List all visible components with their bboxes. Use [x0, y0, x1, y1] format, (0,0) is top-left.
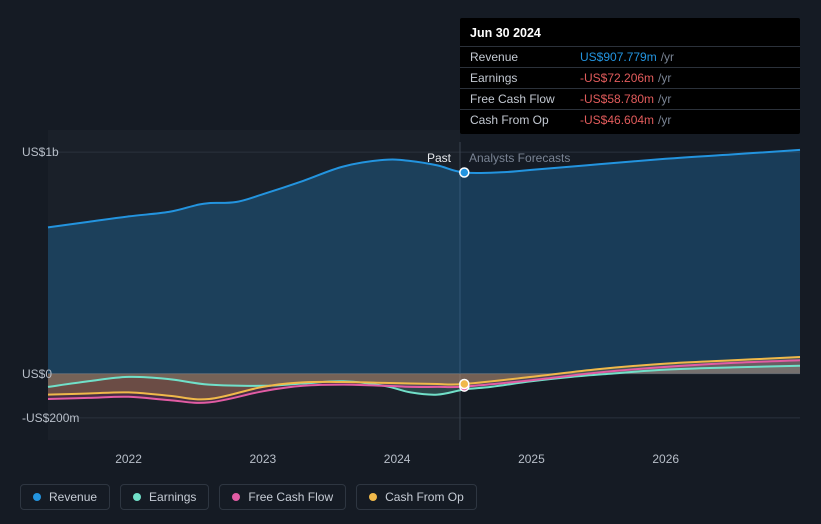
y-axis-label: US$0 — [22, 367, 52, 381]
tooltip-metric: Cash From Op — [470, 113, 580, 127]
legend-label: Free Cash Flow — [248, 490, 333, 504]
tooltip-value: US$907.779m — [580, 50, 657, 64]
legend-dot-icon — [232, 493, 240, 501]
legend-label: Revenue — [49, 490, 97, 504]
x-axis-label: 2022 — [115, 452, 142, 466]
tooltip-row: Free Cash Flow-US$58.780m/yr — [460, 88, 800, 109]
legend-dot-icon — [33, 493, 41, 501]
legend-item-revenue[interactable]: Revenue — [20, 484, 110, 510]
tooltip-date: Jun 30 2024 — [460, 26, 800, 46]
tooltip-unit: /yr — [658, 113, 671, 127]
tooltip-metric: Revenue — [470, 50, 580, 64]
tooltip-unit: /yr — [658, 71, 671, 85]
tooltip-row: RevenueUS$907.779m/yr — [460, 46, 800, 67]
x-axis-label: 2026 — [652, 452, 679, 466]
tooltip-metric: Earnings — [470, 71, 580, 85]
forecast-section-label: Analysts Forecasts — [469, 151, 570, 165]
y-axis-label: US$1b — [22, 145, 59, 159]
tooltip-unit: /yr — [658, 92, 671, 106]
chart-legend: Revenue Earnings Free Cash Flow Cash From O… — [20, 484, 477, 510]
tooltip-row: Cash From Op-US$46.604m/yr — [460, 109, 800, 130]
legend-dot-icon — [369, 493, 377, 501]
past-section-label: Past — [427, 151, 451, 165]
legend-dot-icon — [133, 493, 141, 501]
legend-label: Cash From Op — [385, 490, 464, 504]
tooltip-value: -US$72.206m — [580, 71, 654, 85]
x-axis-label: 2025 — [518, 452, 545, 466]
y-axis-label: -US$200m — [22, 411, 79, 425]
legend-item-cfo[interactable]: Cash From Op — [356, 484, 477, 510]
financial-chart: Past Analysts Forecasts Jun 30 2024 Reve… — [0, 0, 821, 524]
x-axis-label: 2023 — [249, 452, 276, 466]
hover-tooltip: Jun 30 2024 RevenueUS$907.779m/yrEarning… — [460, 18, 800, 134]
tooltip-metric: Free Cash Flow — [470, 92, 580, 106]
legend-label: Earnings — [149, 490, 196, 504]
tooltip-value: -US$58.780m — [580, 92, 654, 106]
x-axis-label: 2024 — [384, 452, 411, 466]
legend-item-fcf[interactable]: Free Cash Flow — [219, 484, 346, 510]
legend-item-earnings[interactable]: Earnings — [120, 484, 209, 510]
tooltip-unit: /yr — [661, 50, 674, 64]
tooltip-row: Earnings-US$72.206m/yr — [460, 67, 800, 88]
tooltip-value: -US$46.604m — [580, 113, 654, 127]
